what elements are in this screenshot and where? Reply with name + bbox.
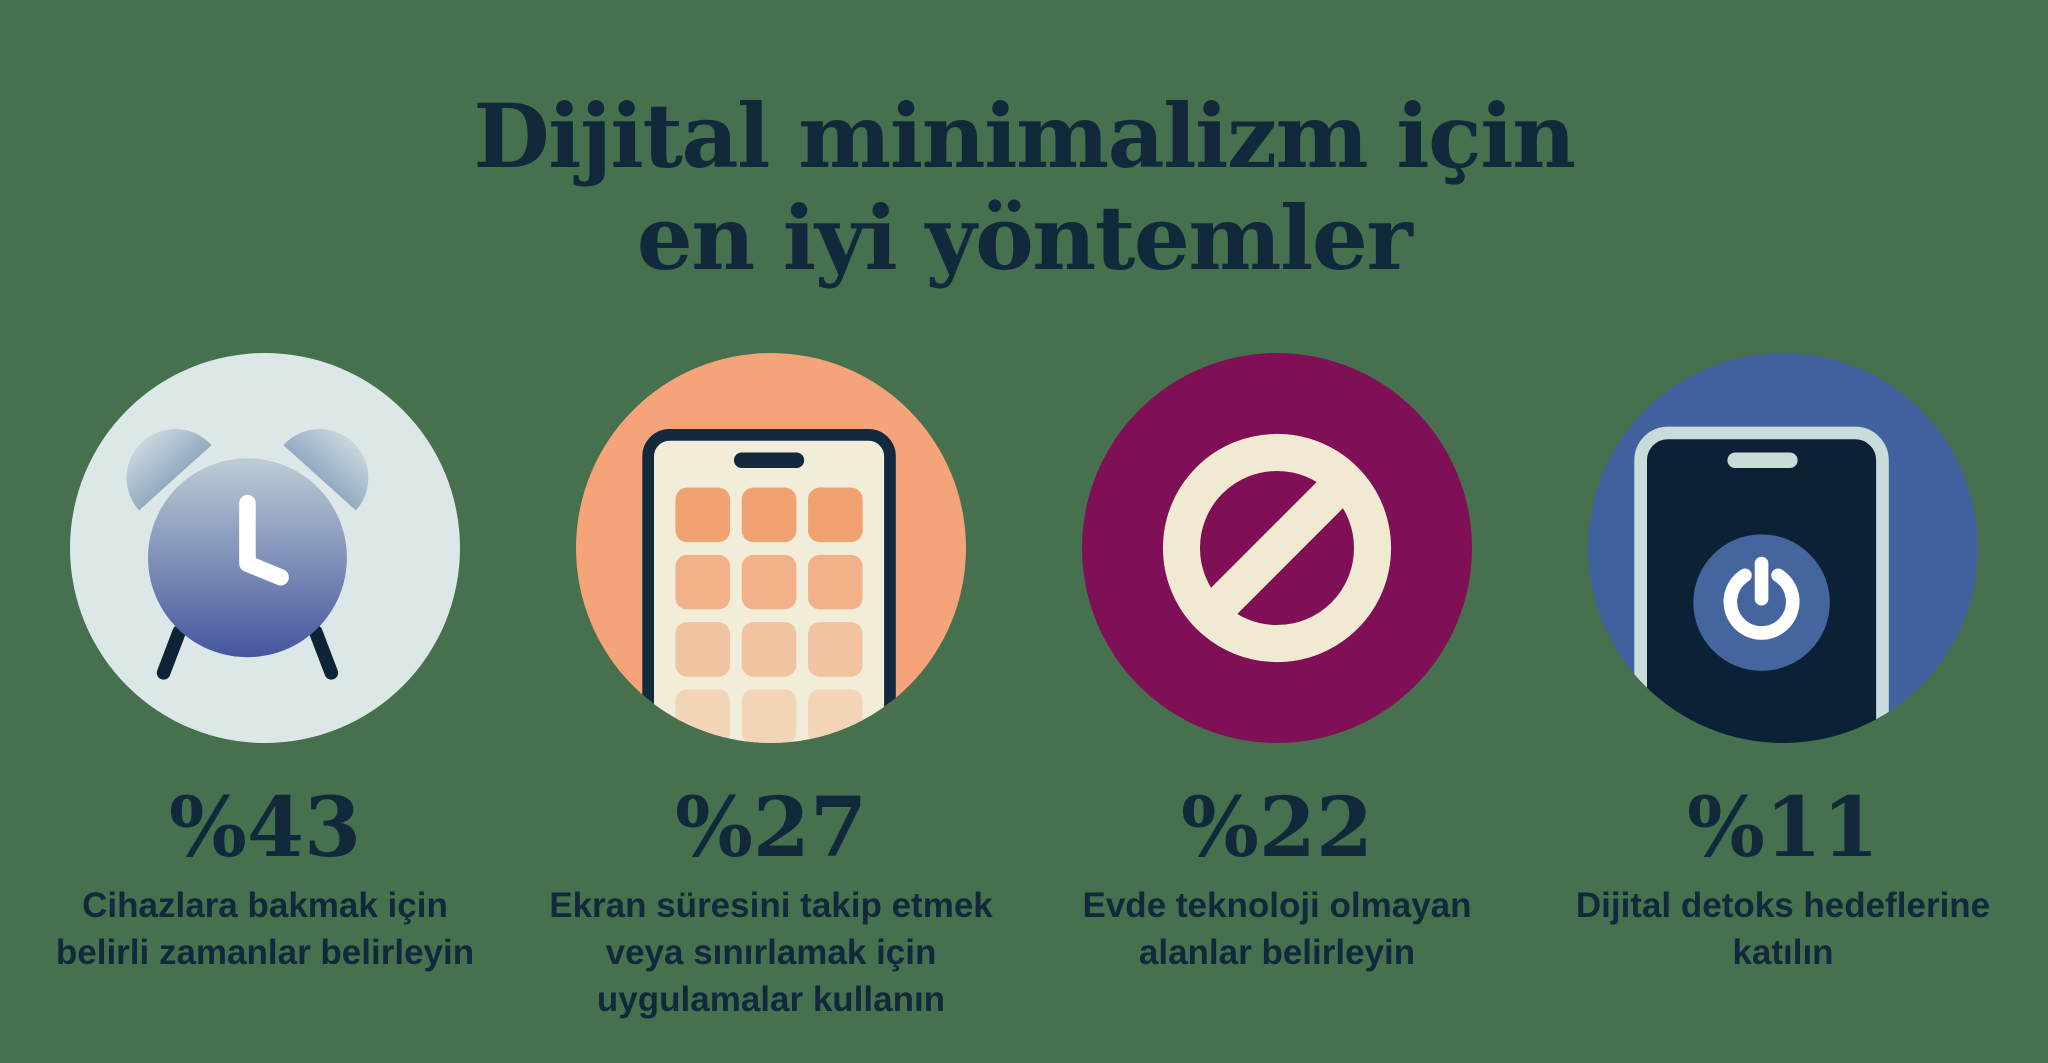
method-column-set-times: %43 Cihazlara bakmak için belirli zamanl… xyxy=(34,353,496,1024)
percent-value: %43 xyxy=(168,780,362,877)
methods-row: %43 Cihazlara bakmak için belirli zamanl… xyxy=(0,353,2048,1024)
phone-apps-icon xyxy=(576,353,966,744)
method-column-tech-free-zones: %22 Evde teknoloji olmayan alanlar belir… xyxy=(1046,353,1508,1024)
percent-value: %27 xyxy=(674,780,868,877)
method-circle xyxy=(1588,353,1978,744)
percent-value: %22 xyxy=(1180,780,1374,877)
method-label: Dijital detoks hedeflerine katılın xyxy=(1575,886,1991,972)
method-label: Ekran süresini takip etmek veya sınırlam… xyxy=(549,886,993,1019)
method-circle xyxy=(576,353,966,744)
method-label: Evde teknoloji olmayan alanlar belirleyi… xyxy=(1082,886,1472,972)
method-column-screen-time-apps: %27 Ekran süresini takip etmek veya sını… xyxy=(540,353,1002,1024)
phone-power-icon xyxy=(1588,353,1978,744)
alarm-clock-icon xyxy=(70,353,460,744)
method-circle xyxy=(1082,353,1472,744)
method-column-digital-detox: %11 Dijital detoks hedeflerine katılın xyxy=(1552,353,2014,1024)
page-title: Dijital minimalizm için en iyi yöntemler xyxy=(473,83,1576,291)
percent-value: %11 xyxy=(1686,780,1880,877)
infographic: Dijital minimalizm için en iyi yöntemler xyxy=(0,59,2048,1063)
method-label: Cihazlara bakmak için belirli zamanlar b… xyxy=(55,886,475,972)
prohibited-icon xyxy=(1082,353,1472,744)
method-circle xyxy=(70,353,460,744)
